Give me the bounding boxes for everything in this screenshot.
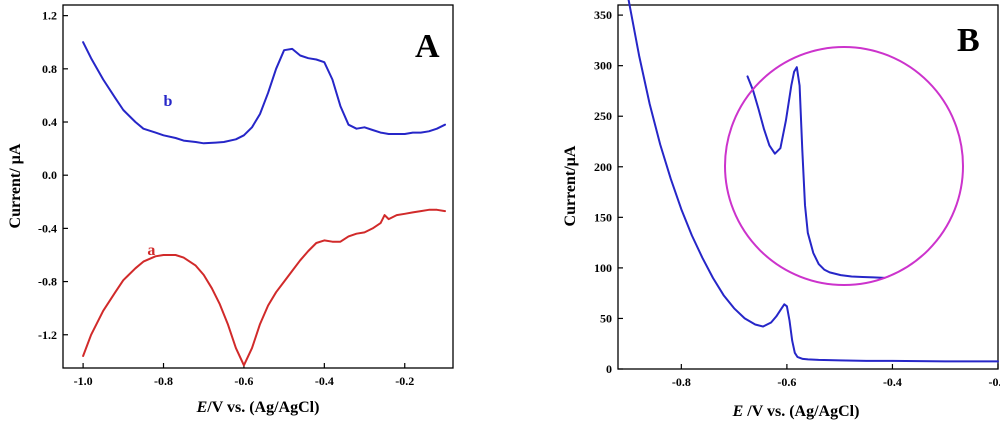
x-tick-label: -0.8	[154, 374, 173, 388]
y-tick-label: -1.2	[38, 328, 57, 342]
panel-a-x-ticks: -1.0 -0.8 -0.6 -0.4 -0.2	[74, 363, 414, 388]
x-tick-label: -0.2	[989, 375, 1000, 389]
y-tick-label: 50	[600, 311, 612, 325]
panel-b: -0.8 -0.6 -0.4 -0.2 0 50 100 150 200 250 300 350 B…	[562, 0, 1000, 420]
x-tick-label: -0.4	[883, 375, 902, 389]
panel-a-x-axis-title: E/V vs. (Ag/AgCl)	[196, 399, 320, 416]
y-tick-label: 200	[594, 160, 612, 174]
panel-b-letter: B	[957, 22, 980, 59]
x-tick-label: -0.6	[234, 374, 253, 388]
series-label-a: a	[147, 242, 155, 259]
panel-b-plot-frame	[617, 4, 999, 370]
y-tick-label: 300	[594, 59, 612, 73]
panel-b-y-ticks: 0 50 100 150 200 250 300 350	[594, 8, 623, 376]
panel-a-curves: ba	[82, 41, 446, 367]
y-tick-label: 350	[594, 8, 612, 22]
y-tick-label: -0.4	[38, 221, 57, 235]
y-tick-label: 250	[594, 109, 612, 123]
panel-a-y-axis-title: Current/ µA	[7, 143, 24, 228]
x-tick-label: -0.6	[777, 375, 796, 389]
panel-b-x-ticks: -0.8 -0.6 -0.4 -0.2	[672, 364, 1000, 389]
series-line-a	[82, 208, 446, 367]
y-tick-label: 100	[594, 261, 612, 275]
y-tick-label: -0.8	[38, 275, 57, 289]
panel-a-letter: A	[415, 28, 440, 65]
panel-b-curves	[627, 0, 999, 363]
y-tick-label: 0	[606, 362, 612, 376]
panel-a-plot-frame	[62, 4, 454, 369]
x-tick-label: -1.0	[74, 374, 93, 388]
panel-b-inset-circle	[724, 46, 964, 286]
x-tick-label: -0.8	[672, 375, 691, 389]
panel-b-x-axis-title: E /V vs. (Ag/AgCl)	[732, 403, 860, 420]
panel-a: -1.0 -0.8 -0.6 -0.4 -0.2 -1.2 -0.8 -0.4 0.0 0.4 0…	[7, 4, 454, 416]
y-tick-label: 0.8	[42, 62, 57, 76]
x-tick-label: -0.2	[395, 374, 414, 388]
y-tick-label: 0.4	[42, 115, 57, 129]
inset-magnified-line	[746, 66, 886, 279]
x-tick-label: -0.4	[315, 374, 334, 388]
series-line	[627, 0, 999, 363]
panel-a-y-ticks: -1.2 -0.8 -0.4 0.0 0.4 0.8 1.2	[38, 9, 68, 342]
panel-b-y-axis-title: Current/µA	[562, 145, 579, 226]
y-tick-label: 1.2	[42, 9, 57, 23]
y-tick-label: 150	[594, 210, 612, 224]
series-line-b	[82, 41, 446, 145]
series-label-b: b	[164, 93, 173, 110]
y-tick-label: 0.0	[42, 168, 57, 182]
